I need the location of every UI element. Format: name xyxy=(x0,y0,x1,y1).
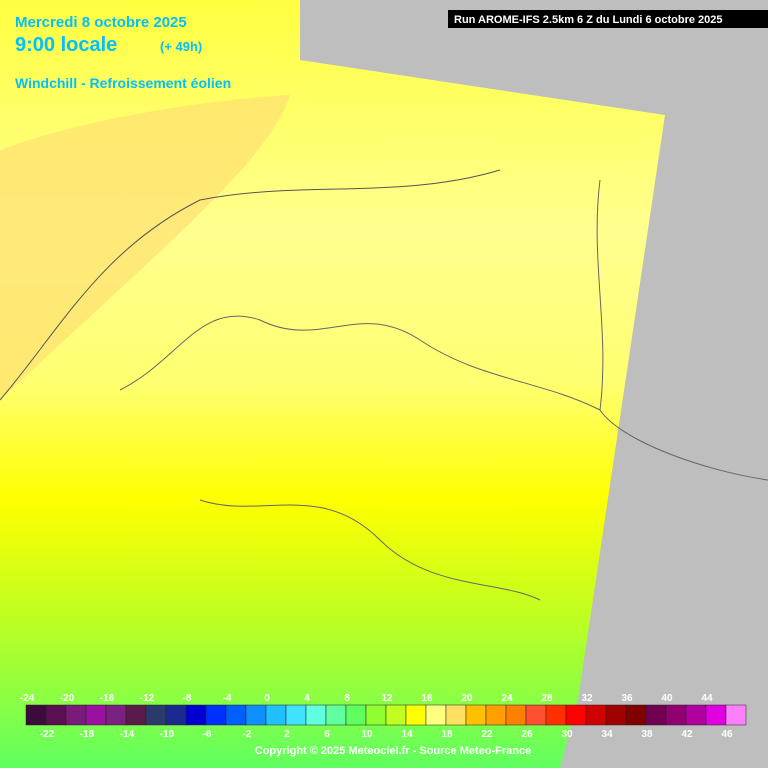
legend-label: 38 xyxy=(641,729,653,740)
legend-swatch xyxy=(45,704,67,726)
legend-label: 20 xyxy=(461,693,473,704)
legend-swatch xyxy=(405,704,427,726)
coastline xyxy=(0,169,501,401)
legend-label: -18 xyxy=(80,729,95,740)
legend-label: -12 xyxy=(140,693,155,704)
legend-swatch xyxy=(365,704,387,726)
legend-swatch xyxy=(585,704,607,726)
legend-label: 8 xyxy=(344,693,350,704)
run-info: Run AROME-IFS 2.5km 6 Z du Lundi 6 octob… xyxy=(454,14,723,26)
legend-swatch xyxy=(285,704,307,726)
legend-label: 42 xyxy=(681,729,693,740)
legend-label: -8 xyxy=(183,693,192,704)
date: Mercredi 8 octobre 2025 xyxy=(15,14,187,31)
legend-label: -20 xyxy=(60,693,75,704)
legend-swatch xyxy=(425,704,447,726)
copyright: Copyright © 2025 Meteociel.fr - Source M… xyxy=(255,745,531,757)
legend-swatch xyxy=(445,704,467,726)
legend-label: -4 xyxy=(223,693,232,704)
legend-swatch xyxy=(665,704,687,726)
legend-swatch xyxy=(105,704,127,726)
legend-swatch xyxy=(685,704,707,726)
legend-swatch xyxy=(25,704,47,726)
legend-label: 6 xyxy=(324,729,330,740)
legend-label: 0 xyxy=(264,693,270,704)
parameter: Windchill - Refroissement éolien xyxy=(15,75,231,91)
legend-swatch xyxy=(225,704,247,726)
legend-label: 28 xyxy=(541,693,553,704)
legend-label: -6 xyxy=(203,729,212,740)
legend-label: 4 xyxy=(304,693,310,704)
legend-swatch xyxy=(185,704,207,726)
legend-swatch xyxy=(305,704,327,726)
legend-label: 12 xyxy=(381,693,393,704)
legend-label: -14 xyxy=(120,729,135,740)
legend-label: 14 xyxy=(401,729,413,740)
border-line xyxy=(596,179,768,481)
legend-label: 10 xyxy=(361,729,373,740)
legend-swatch xyxy=(125,704,147,726)
legend-swatch xyxy=(85,704,107,726)
border-line xyxy=(199,499,541,601)
legend-label: -2 xyxy=(243,729,252,740)
forecast-field xyxy=(0,0,665,768)
legend-label: 44 xyxy=(701,693,713,704)
legend: -24-22-20-18-16-14-12-10-8-6-4-202468101… xyxy=(20,693,747,740)
legend-swatch xyxy=(65,704,87,726)
legend-swatch xyxy=(165,704,187,726)
legend-label: 32 xyxy=(581,693,593,704)
legend-label: 22 xyxy=(481,729,493,740)
legend-label: -10 xyxy=(160,729,175,740)
legend-swatch xyxy=(705,704,727,726)
legend-label: -24 xyxy=(20,693,35,704)
legend-swatch xyxy=(325,704,347,726)
legend-swatch xyxy=(205,704,227,726)
legend-swatch xyxy=(245,704,267,726)
run-box xyxy=(448,10,768,28)
legend-swatch xyxy=(265,704,287,726)
legend-swatch xyxy=(545,704,567,726)
border-line xyxy=(119,315,601,411)
legend-label: -22 xyxy=(40,729,55,740)
legend-label: 2 xyxy=(284,729,290,740)
legend-swatch xyxy=(145,704,167,726)
legend-label: 30 xyxy=(561,729,573,740)
legend-label: 26 xyxy=(521,729,533,740)
legend-swatch xyxy=(485,704,507,726)
legend-label: 18 xyxy=(441,729,453,740)
legend-swatch xyxy=(605,704,627,726)
legend-label: 36 xyxy=(621,693,633,704)
legend-swatch xyxy=(465,704,487,726)
legend-label: 16 xyxy=(421,693,433,704)
legend-label: 40 xyxy=(661,693,673,704)
lead-time: (+ 49h) xyxy=(160,39,202,54)
legend-swatch xyxy=(345,704,367,726)
legend-swatch xyxy=(385,704,407,726)
legend-swatch xyxy=(505,704,527,726)
legend-swatch xyxy=(625,704,647,726)
legend-label: 46 xyxy=(721,729,733,740)
legend-swatch xyxy=(525,704,547,726)
legend-label: 34 xyxy=(601,729,613,740)
legend-swatch xyxy=(645,704,667,726)
legend-swatch xyxy=(725,704,747,726)
legend-label: -16 xyxy=(100,693,115,704)
legend-label: 24 xyxy=(501,693,513,704)
sea-area xyxy=(0,95,290,400)
time: 9:00 locale xyxy=(15,34,117,56)
legend-swatch xyxy=(565,704,587,726)
